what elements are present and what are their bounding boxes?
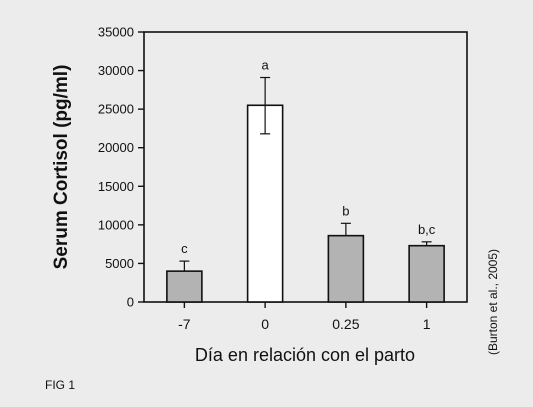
figure-label: FIG 1 <box>45 378 75 392</box>
y-tick-label: 10000 <box>98 217 134 232</box>
significance-label: b <box>342 203 349 218</box>
bar <box>327 234 365 303</box>
y-tick-label: 20000 <box>98 140 134 155</box>
y-tick-label: 25000 <box>98 102 134 117</box>
y-tick-label: 30000 <box>98 63 134 78</box>
y-tick-label: 15000 <box>98 179 134 194</box>
x-axis-title: Día en relación con el parto <box>195 345 415 365</box>
bar <box>246 104 284 303</box>
plot-frame <box>143 31 468 303</box>
y-tick-label: 5000 <box>105 256 134 271</box>
y-axis-title: Serum Cortisol (pg/ml) <box>51 65 72 270</box>
x-tick-label: 0.25 <box>332 316 359 332</box>
bar <box>166 270 203 303</box>
x-tick-label: 1 <box>423 316 431 332</box>
x-tick-label: -7 <box>178 316 191 332</box>
y-tick-label: 35000 <box>98 25 134 40</box>
significance-label: a <box>262 58 270 73</box>
citation-text: (Burton et al., 2005) <box>486 249 500 355</box>
significance-label: c <box>181 241 188 256</box>
x-tick-label: 0 <box>261 316 269 332</box>
bar <box>408 244 445 303</box>
significance-label: b,c <box>418 222 436 237</box>
plot-area: 0 5000 10000 15000 20000 25000 30000 35000 c -7 a 0… <box>98 25 468 332</box>
y-tick-label: 0 <box>127 295 134 310</box>
